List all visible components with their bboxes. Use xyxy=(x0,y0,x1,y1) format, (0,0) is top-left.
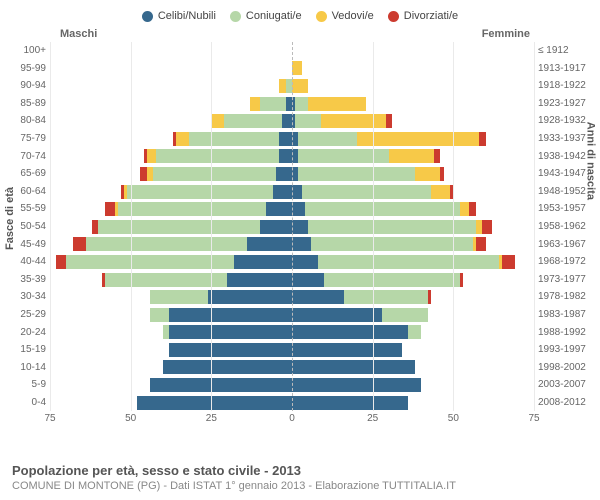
legend: Celibi/Nubili Coniugati/e Vedovi/e Divorzia… xyxy=(0,0,600,28)
birth-label: 1963-1967 xyxy=(534,236,592,254)
age-label: 85-89 xyxy=(8,95,50,113)
legend-label: Coniugati/e xyxy=(246,10,302,22)
chart-subtitle: COMUNE DI MONTONE (PG) - Dati ISTAT 1° g… xyxy=(12,480,588,492)
gridline xyxy=(211,42,212,411)
gender-headers: Maschi Femmine xyxy=(0,28,600,42)
y-title-right: Anni di nascita xyxy=(584,122,596,200)
population-pyramid: 100+95-9990-9485-8980-8475-7970-7465-696… xyxy=(0,42,600,429)
birth-label: 2003-2007 xyxy=(534,376,592,394)
legend-item: Divorziati/e xyxy=(388,10,458,22)
birth-label: 1918-1922 xyxy=(534,77,592,95)
x-tick: 75 xyxy=(528,413,539,424)
y-axis-birth: ≤ 19121913-19171918-19221923-19271928-19… xyxy=(534,42,592,429)
age-label: 100+ xyxy=(8,42,50,60)
birth-label: 1923-1927 xyxy=(534,95,592,113)
legend-swatch xyxy=(316,11,327,22)
birth-label: 1993-1997 xyxy=(534,341,592,359)
age-label: 75-79 xyxy=(8,130,50,148)
birth-label: 1983-1987 xyxy=(534,306,592,324)
gridline xyxy=(534,42,535,411)
legend-item: Celibi/Nubili xyxy=(142,10,216,22)
age-label: 20-24 xyxy=(8,324,50,342)
header-female: Femmine xyxy=(482,28,530,40)
chart-title: Popolazione per età, sesso e stato civil… xyxy=(12,463,588,478)
age-label: 30-34 xyxy=(8,288,50,306)
age-label: 80-84 xyxy=(8,112,50,130)
x-tick: 25 xyxy=(367,413,378,424)
birth-label: 1958-1962 xyxy=(534,218,592,236)
birth-label: ≤ 1912 xyxy=(534,42,592,60)
birth-label: 1988-1992 xyxy=(534,324,592,342)
gridline xyxy=(131,42,132,411)
legend-label: Divorziati/e xyxy=(404,10,458,22)
age-label: 40-44 xyxy=(8,253,50,271)
gridline xyxy=(373,42,374,411)
x-tick: 50 xyxy=(448,413,459,424)
gridline xyxy=(453,42,454,411)
gridline xyxy=(50,42,51,411)
birth-label: 1953-1957 xyxy=(534,200,592,218)
birth-label: 1968-1972 xyxy=(534,253,592,271)
centerline xyxy=(292,42,293,411)
age-label: 5-9 xyxy=(8,376,50,394)
birth-label: 2008-2012 xyxy=(534,394,592,412)
header-male: Maschi xyxy=(60,28,97,40)
age-label: 25-29 xyxy=(8,306,50,324)
x-axis: 7550250255075 xyxy=(50,411,534,429)
x-tick: 0 xyxy=(289,413,295,424)
birth-label: 1973-1977 xyxy=(534,271,592,289)
age-label: 15-19 xyxy=(8,341,50,359)
legend-label: Celibi/Nubili xyxy=(158,10,216,22)
x-tick: 75 xyxy=(44,413,55,424)
age-label: 70-74 xyxy=(8,148,50,166)
legend-swatch xyxy=(142,11,153,22)
age-label: 95-99 xyxy=(8,60,50,78)
footer: Popolazione per età, sesso e stato civil… xyxy=(12,463,588,492)
x-tick: 50 xyxy=(125,413,136,424)
legend-swatch xyxy=(388,11,399,22)
x-tick: 25 xyxy=(206,413,217,424)
age-label: 35-39 xyxy=(8,271,50,289)
age-label: 65-69 xyxy=(8,165,50,183)
birth-label: 1998-2002 xyxy=(534,359,592,377)
age-label: 90-94 xyxy=(8,77,50,95)
age-label: 10-14 xyxy=(8,359,50,377)
plot-area: 7550250255075 xyxy=(50,42,534,429)
y-title-left: Fasce di età xyxy=(4,187,16,250)
legend-label: Vedovi/e xyxy=(332,10,374,22)
age-label: 0-4 xyxy=(8,394,50,412)
birth-label: 1978-1982 xyxy=(534,288,592,306)
birth-label: 1913-1917 xyxy=(534,60,592,78)
legend-item: Vedovi/e xyxy=(316,10,374,22)
legend-item: Coniugati/e xyxy=(230,10,302,22)
legend-swatch xyxy=(230,11,241,22)
